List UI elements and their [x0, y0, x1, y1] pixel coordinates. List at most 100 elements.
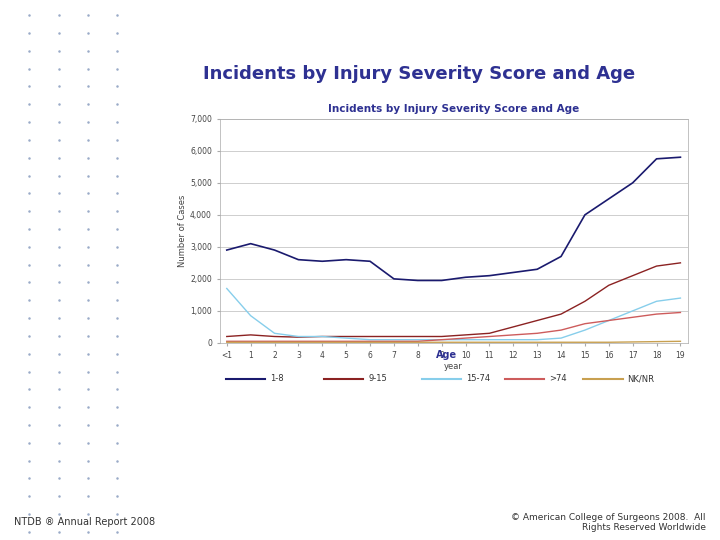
15-74	[413, 336, 422, 343]
Text: © American College of Surgeons 2008.  All
Rights Reserved Worldwide: © American College of Surgeons 2008. All…	[511, 513, 706, 532]
>74	[437, 336, 446, 343]
>74	[270, 338, 279, 345]
Line: NK/NR: NK/NR	[227, 341, 680, 342]
9-15	[629, 272, 637, 279]
Text: 15-74: 15-74	[466, 374, 490, 383]
NK/NR	[413, 339, 422, 346]
9-15	[485, 330, 494, 336]
>74	[629, 314, 637, 321]
NK/NR	[605, 339, 613, 346]
15-74	[390, 336, 398, 343]
15-74	[318, 333, 327, 340]
1-8	[605, 195, 613, 202]
1-8	[485, 272, 494, 279]
Text: NTDB ® Annual Report 2008: NTDB ® Annual Report 2008	[14, 517, 156, 528]
Line: >74: >74	[227, 313, 680, 341]
1-8	[342, 256, 351, 263]
1-8	[294, 256, 302, 263]
NK/NR	[342, 339, 351, 346]
9-15	[533, 318, 541, 324]
>74	[676, 309, 685, 316]
1-8	[629, 180, 637, 186]
Text: >74: >74	[549, 374, 567, 383]
NK/NR	[318, 339, 327, 346]
15-74	[342, 335, 351, 341]
>74	[342, 338, 351, 345]
15-74	[366, 336, 374, 343]
Title: Incidents by Injury Severity Score and Age: Incidents by Injury Severity Score and A…	[328, 104, 579, 114]
NK/NR	[222, 339, 231, 346]
NK/NR	[557, 339, 565, 346]
Text: 9-15: 9-15	[368, 374, 387, 383]
15-74	[294, 333, 302, 340]
15-74	[462, 336, 470, 343]
>74	[485, 333, 494, 340]
1-8	[270, 247, 279, 253]
1-8	[462, 274, 470, 280]
1-8	[246, 240, 255, 247]
15-74	[509, 336, 518, 343]
9-15	[390, 333, 398, 340]
NK/NR	[294, 339, 302, 346]
NK/NR	[390, 339, 398, 346]
9-15	[580, 298, 589, 305]
15-74	[437, 336, 446, 343]
15-74	[676, 295, 685, 301]
15-74	[605, 318, 613, 324]
9-15	[509, 323, 518, 330]
NK/NR	[509, 339, 518, 346]
1-8	[676, 154, 685, 160]
NK/NR	[652, 339, 661, 345]
1-8	[557, 253, 565, 260]
>74	[246, 338, 255, 345]
>74	[509, 332, 518, 338]
15-74	[246, 313, 255, 319]
Line: 15-74: 15-74	[227, 288, 680, 340]
NK/NR	[485, 339, 494, 346]
Text: Incidents by Injury Severity Score and Age: Incidents by Injury Severity Score and A…	[203, 65, 635, 83]
NK/NR	[676, 338, 685, 345]
9-15	[270, 333, 279, 340]
>74	[294, 338, 302, 345]
>74	[652, 311, 661, 318]
NK/NR	[580, 339, 589, 346]
1-8	[509, 269, 518, 276]
>74	[533, 330, 541, 336]
>74	[580, 320, 589, 327]
Text: Age: Age	[436, 350, 457, 361]
9-15	[605, 282, 613, 288]
>74	[605, 318, 613, 324]
1-8	[413, 277, 422, 284]
15-74	[557, 335, 565, 341]
9-15	[294, 334, 302, 340]
9-15	[437, 333, 446, 340]
Text: NK/NR: NK/NR	[628, 374, 654, 383]
9-15	[342, 333, 351, 340]
NK/NR	[246, 339, 255, 346]
15-74	[652, 298, 661, 305]
1-8	[318, 258, 327, 265]
Line: 1-8: 1-8	[227, 157, 680, 280]
X-axis label: year: year	[444, 362, 463, 372]
NK/NR	[462, 339, 470, 346]
9-15	[222, 333, 231, 340]
1-8	[366, 258, 374, 265]
15-74	[580, 327, 589, 333]
9-15	[366, 333, 374, 340]
9-15	[676, 260, 685, 266]
1-8	[222, 247, 231, 253]
NK/NR	[366, 339, 374, 346]
9-15	[318, 333, 327, 340]
15-74	[533, 336, 541, 343]
>74	[557, 327, 565, 333]
Text: Figure
12: Figure 12	[148, 64, 180, 83]
NK/NR	[533, 339, 541, 346]
Text: 1-8: 1-8	[270, 374, 284, 383]
>74	[318, 338, 327, 345]
15-74	[270, 330, 279, 336]
15-74	[485, 336, 494, 343]
15-74	[629, 308, 637, 314]
9-15	[413, 333, 422, 340]
9-15	[557, 311, 565, 318]
1-8	[580, 212, 589, 218]
